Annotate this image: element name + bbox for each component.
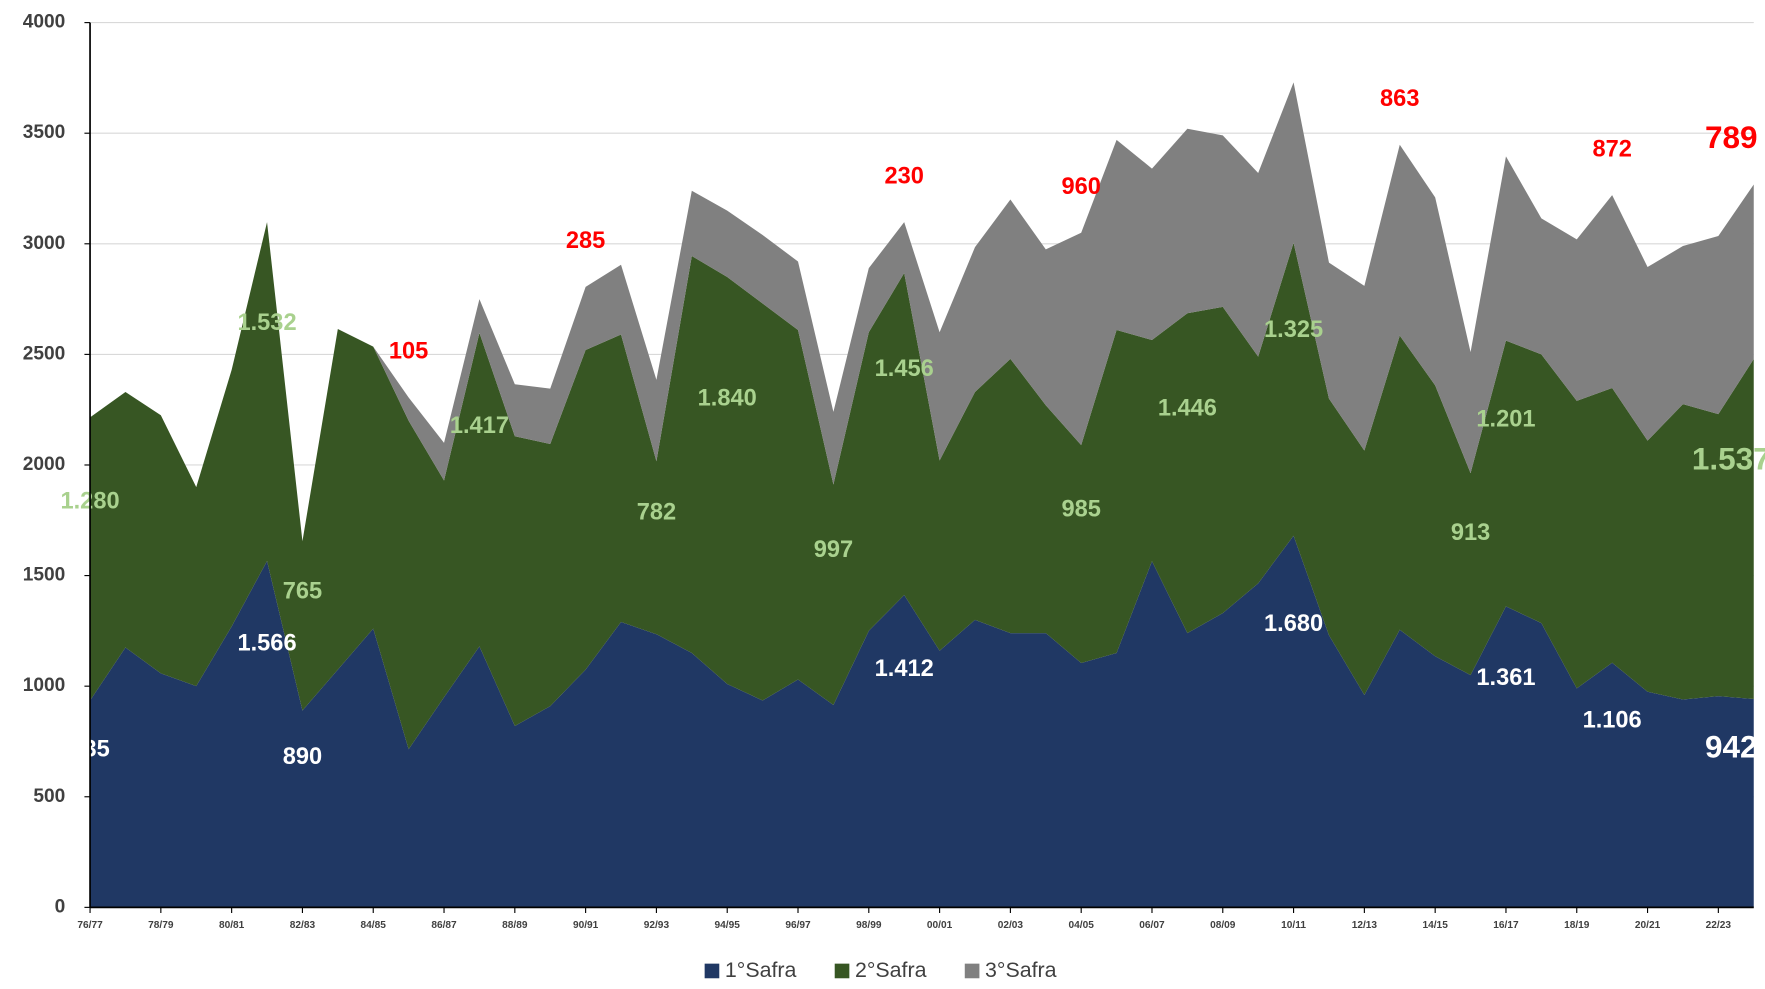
- x-tick-label: 20/21: [1635, 920, 1661, 931]
- y-tick-label: 2500: [23, 343, 66, 364]
- legend-swatch: [704, 963, 720, 979]
- y-tick-label: 3000: [23, 233, 66, 254]
- legend-label: 1°Safra: [725, 958, 797, 982]
- x-tick-label: 94/95: [715, 920, 741, 931]
- data-label: 1.537: [1692, 440, 1765, 476]
- x-tick-label: 90/91: [573, 920, 599, 931]
- x-tick-label: 76/77: [77, 920, 103, 931]
- data-label: 1.446: [1158, 395, 1217, 421]
- y-tick-label: 500: [33, 786, 65, 807]
- legend-label: 3°Safra: [985, 958, 1057, 982]
- data-label: 1.532: [237, 310, 296, 336]
- area: [90, 535, 1754, 908]
- data-label: 1.680: [1264, 611, 1323, 637]
- data-label: 1.201: [1476, 407, 1535, 433]
- legend-swatch: [834, 963, 850, 979]
- data-label: 985: [1061, 497, 1100, 523]
- data-label: 997: [814, 537, 853, 563]
- x-tick-label: 14/15: [1422, 920, 1448, 931]
- y-tick-label: 0: [55, 896, 66, 917]
- data-label: 1.325: [1264, 317, 1323, 343]
- data-label: 782: [637, 499, 676, 525]
- data-label: 1.106: [1583, 708, 1642, 734]
- data-label: 1.417: [450, 413, 509, 439]
- data-label: 1.361: [1476, 665, 1535, 691]
- x-tick-label: 08/09: [1210, 920, 1236, 931]
- data-label: 960: [1061, 174, 1100, 200]
- area: [90, 222, 1754, 750]
- y-tick-label: 1000: [23, 675, 66, 696]
- y-tick-label: 2000: [23, 454, 66, 475]
- x-tick-label: 86/87: [431, 920, 457, 931]
- data-label: 1.412: [875, 656, 934, 682]
- x-tick-label: 18/19: [1564, 920, 1590, 931]
- data-label: 1.840: [698, 385, 757, 411]
- data-label: 105: [389, 339, 428, 365]
- x-tick-label: 10/11: [1281, 920, 1306, 931]
- x-tick-label: 82/83: [290, 920, 316, 931]
- x-tick-label: 78/79: [148, 920, 174, 931]
- legend-label: 2°Safra: [855, 958, 927, 982]
- x-tick-label: 98/99: [856, 920, 882, 931]
- x-tick-label: 84/85: [361, 920, 387, 931]
- x-tick-label: 16/17: [1493, 920, 1519, 931]
- x-tick-label: 22/23: [1706, 920, 1732, 931]
- data-label: 1.566: [237, 630, 296, 656]
- data-label: 789: [1705, 119, 1758, 155]
- y-tick-label: 3500: [23, 122, 66, 143]
- data-label: 1.456: [875, 356, 934, 382]
- x-tick-label: 88/89: [502, 920, 528, 931]
- x-tick-label: 02/03: [998, 920, 1024, 931]
- x-tick-label: 12/13: [1352, 920, 1378, 931]
- x-tick-label: 92/93: [644, 920, 670, 931]
- legend-swatch: [964, 963, 980, 979]
- data-label: 942: [1705, 728, 1758, 764]
- x-tick-label: 04/05: [1069, 920, 1095, 931]
- x-tick-label: 80/81: [219, 920, 245, 931]
- data-label: 913: [1451, 520, 1490, 546]
- data-label: 285: [566, 228, 605, 254]
- legend: 1°Safra 2°Safra 3°Safra: [704, 958, 1057, 982]
- data-label: 765: [283, 578, 322, 604]
- x-tick-label: 06/07: [1139, 920, 1165, 931]
- area: [90, 82, 1754, 542]
- y-tick-label: 4000: [23, 12, 66, 33]
- data-label: 872: [1592, 136, 1631, 162]
- data-label: 863: [1380, 86, 1419, 112]
- x-tick-label: 96/97: [785, 920, 811, 931]
- x-tick-label: 00/01: [927, 920, 953, 931]
- data-label: 230: [884, 163, 923, 189]
- y-tick-label: 1500: [23, 565, 66, 586]
- data-label: 890: [283, 744, 322, 770]
